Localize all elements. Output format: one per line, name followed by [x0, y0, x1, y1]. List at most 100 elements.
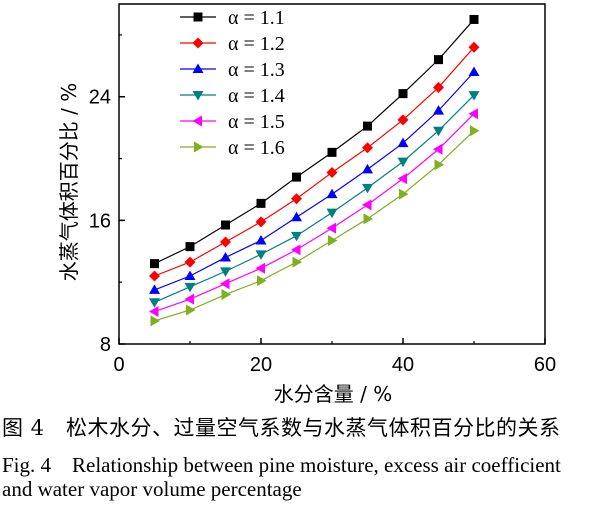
- series-line-4: [154, 94, 475, 303]
- data-point-s6-6: [328, 234, 338, 246]
- data-point-s4-3: [220, 267, 231, 277]
- data-point-s5-2: [184, 293, 194, 305]
- legend-marker: [192, 37, 204, 49]
- series-line-2: [154, 46, 475, 277]
- data-point-s5-7: [362, 199, 372, 211]
- series-line-6: [154, 130, 475, 322]
- axes: 0 20 40 60 8 16 24: [89, 3, 556, 376]
- x-tick-label-0: 0: [113, 354, 124, 376]
- data-point-s5-5: [291, 244, 301, 256]
- series-5: [149, 108, 478, 318]
- data-point-s5-4: [255, 262, 265, 274]
- data-point-s6-9: [434, 159, 444, 171]
- series-line-5: [154, 113, 475, 313]
- data-point-s5-1: [149, 306, 159, 318]
- legend-marker: [192, 115, 202, 127]
- figure-caption-en-line1: Fig. 4 Relationship between pine moistur…: [2, 453, 561, 477]
- legend-marker: [194, 141, 204, 153]
- legend-item-1: α = 1.1: [180, 7, 285, 29]
- data-point-s5-6: [326, 222, 336, 234]
- data-point-s2-1: [149, 270, 160, 282]
- legend: α = 1.1 α = 1.2 α = 1.3 α = 1.4 α = 1.5 α = 1…: [180, 7, 285, 159]
- legend-item-2: α = 1.2: [180, 33, 285, 55]
- data-point-s1-3: [221, 220, 230, 230]
- data-point-s1-2: [185, 242, 195, 252]
- data-point-s6-1: [150, 315, 160, 327]
- legend-item-4: α = 1.4: [180, 85, 285, 107]
- data-point-s2-4: [255, 216, 267, 228]
- data-point-s5-3: [220, 278, 230, 290]
- legend-marker: [192, 63, 204, 73]
- data-point-s2-2: [184, 256, 196, 268]
- series-4: [149, 91, 480, 308]
- data-point-s1-4: [256, 198, 266, 208]
- data-point-s4-7: [362, 183, 373, 194]
- data-point-s6-3: [221, 289, 231, 301]
- series-1: [150, 14, 479, 269]
- data-point-s6-2: [186, 304, 196, 316]
- data-point-s4-5: [291, 231, 302, 242]
- data-point-s4-10: [468, 91, 480, 101]
- data-point-s5-8: [397, 173, 407, 185]
- data-point-s3-1: [149, 284, 160, 294]
- series-layer: [149, 14, 480, 327]
- legend-label: α = 1.5: [228, 111, 285, 133]
- data-point-s6-10: [470, 125, 480, 137]
- legend-marker: [192, 91, 204, 101]
- data-point-s4-2: [184, 282, 196, 293]
- data-point-s1-10: [469, 14, 479, 24]
- data-point-s1-8: [398, 89, 408, 99]
- legend-marker: [193, 12, 203, 22]
- y-tick-label-24: 24: [89, 87, 111, 109]
- data-point-s3-9: [433, 105, 444, 115]
- data-point-s3-6: [326, 188, 338, 199]
- data-point-s3-7: [362, 163, 373, 174]
- legend-label: α = 1.3: [228, 59, 285, 81]
- data-point-s2-8: [397, 114, 409, 126]
- y-axis-label: 水蒸气体积百分比 / %: [57, 83, 81, 281]
- data-point-s1-5: [292, 172, 301, 182]
- figure-caption-en-line2: and water vapor volume percentage: [2, 477, 302, 501]
- data-point-s1-7: [363, 121, 372, 131]
- data-point-s2-9: [433, 81, 444, 93]
- data-point-s3-5: [291, 211, 302, 222]
- data-point-s3-3: [220, 251, 231, 262]
- data-point-s2-5: [291, 193, 302, 205]
- y-tick-label-8: 8: [100, 334, 111, 356]
- legend-label: α = 1.6: [228, 137, 285, 159]
- legend-label: α = 1.4: [228, 85, 285, 107]
- series-3: [149, 66, 480, 294]
- legend-item-5: α = 1.5: [180, 111, 285, 133]
- data-point-s4-6: [326, 208, 338, 219]
- data-point-s5-9: [433, 143, 443, 155]
- x-tick-label-20: 20: [250, 354, 272, 376]
- series-6: [150, 125, 480, 327]
- data-point-s4-9: [433, 126, 444, 137]
- data-point-s5-10: [468, 108, 478, 120]
- data-point-s6-8: [399, 188, 409, 200]
- figure-caption-cn: 图 4 松木水分、过量空气系数与水蒸气体积百分比的关系: [2, 416, 561, 440]
- data-point-s4-1: [149, 298, 160, 308]
- data-point-s2-10: [468, 41, 480, 53]
- data-point-s1-9: [434, 55, 443, 65]
- data-point-s6-7: [363, 213, 373, 225]
- data-point-s2-7: [362, 142, 373, 154]
- data-point-s1-1: [150, 259, 159, 269]
- legend-label: α = 1.1: [228, 7, 285, 29]
- legend-label: α = 1.2: [228, 33, 285, 55]
- x-axis-label: 水分含量 / %: [274, 382, 392, 406]
- y-tick-label-16: 16: [89, 210, 111, 232]
- data-point-s4-8: [397, 157, 409, 168]
- data-point-s2-3: [220, 236, 231, 248]
- data-point-s6-5: [292, 256, 302, 268]
- data-point-s1-6: [327, 147, 337, 157]
- x-tick-label-40: 40: [392, 354, 414, 376]
- data-point-s6-4: [257, 275, 267, 287]
- series-line-3: [154, 71, 475, 291]
- data-point-s3-8: [397, 137, 409, 148]
- x-tick-label-60: 60: [534, 354, 556, 376]
- data-point-s3-10: [468, 66, 480, 76]
- series-2: [149, 41, 480, 282]
- series-line-1: [154, 19, 475, 265]
